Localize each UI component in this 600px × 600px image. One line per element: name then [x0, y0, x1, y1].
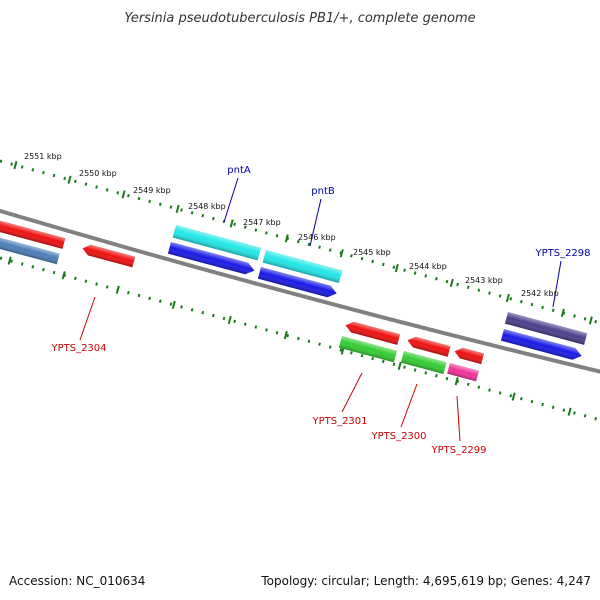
gene-arrow[interactable]	[0, 218, 66, 249]
gene-label-ypts2301[interactable]: YPTS_2301	[311, 416, 367, 427]
kbp-label: 2551 kbp	[24, 152, 62, 161]
kbp-label: 2549 kbp	[133, 186, 171, 195]
gene-arrow[interactable]	[81, 243, 136, 268]
gene-label-pnta[interactable]: pntA	[227, 165, 251, 176]
kbp-label: 2543 kbp	[465, 276, 503, 285]
kbp-label: 2547 kbp	[243, 218, 281, 227]
gene-label-ypts2300[interactable]: YPTS_2300	[370, 431, 426, 442]
gene-label-pntb[interactable]: pntB	[311, 186, 335, 197]
genome-title: Yersinia pseudotuberculosis PB1/+, compl…	[124, 11, 475, 26]
gene-arrow[interactable]	[338, 336, 398, 363]
accession-text: Accession: NC_010634	[9, 574, 145, 588]
gene-label-ypts2299[interactable]: YPTS_2299	[430, 445, 486, 456]
inner-tick-track	[0, 256, 600, 427]
outer-minor-ticks	[0, 159, 600, 330]
genome-backbone	[0, 208, 600, 374]
gene-label-ypts2304[interactable]: YPTS_2304	[50, 343, 106, 354]
gene-arrow[interactable]	[262, 250, 343, 284]
gene-arrow[interactable]	[400, 351, 447, 374]
pntb-leader	[309, 198, 322, 247]
kbp-label: 2545 kbp	[353, 248, 391, 257]
kbp-label: 2546 kbp	[298, 233, 336, 242]
genome-summary-text: Topology: circular; Length: 4,695,619 bp…	[260, 574, 591, 588]
gene-label-ypts2298[interactable]: YPTS_2298	[534, 248, 590, 259]
gene-arrow[interactable]	[172, 225, 262, 261]
gene-features	[0, 218, 588, 382]
gene-arrow[interactable]	[504, 312, 588, 345]
gene-arrow[interactable]	[453, 346, 485, 365]
gene-arrow[interactable]	[406, 335, 451, 357]
gene-arrow[interactable]	[344, 320, 401, 345]
pnta-leader	[223, 177, 239, 223]
inner-minor-ticks	[0, 256, 600, 427]
outer-tick-track	[0, 159, 600, 330]
gene-arrow[interactable]	[167, 242, 256, 276]
leader-lines	[79, 177, 562, 442]
inner-major-ticks	[7, 256, 572, 416]
outer-major-ticks	[13, 161, 593, 325]
kbp-label: 2550 kbp	[79, 169, 117, 178]
kbp-labels: 2551 kbp 2550 kbp 2549 kbp 2548 kbp 2547…	[24, 152, 559, 298]
gene-labels: pntA pntB YPTS_2298 YPTS_2304 YPTS_2301 …	[50, 165, 590, 456]
ypts2299-leader	[456, 395, 461, 442]
ypts2301-leader	[341, 372, 363, 413]
kbp-label: 2542 kbp	[521, 289, 559, 298]
gene-arrow[interactable]	[0, 236, 60, 265]
ypts2298-leader	[552, 260, 562, 308]
gene-arrow[interactable]	[500, 329, 583, 362]
kbp-label: 2548 kbp	[188, 202, 226, 211]
gene-arrow[interactable]	[447, 363, 479, 382]
ypts2300-leader	[400, 383, 418, 428]
kbp-label: 2544 kbp	[409, 262, 447, 271]
ypts2304-leader	[79, 296, 96, 341]
gene-arrow[interactable]	[257, 267, 338, 299]
